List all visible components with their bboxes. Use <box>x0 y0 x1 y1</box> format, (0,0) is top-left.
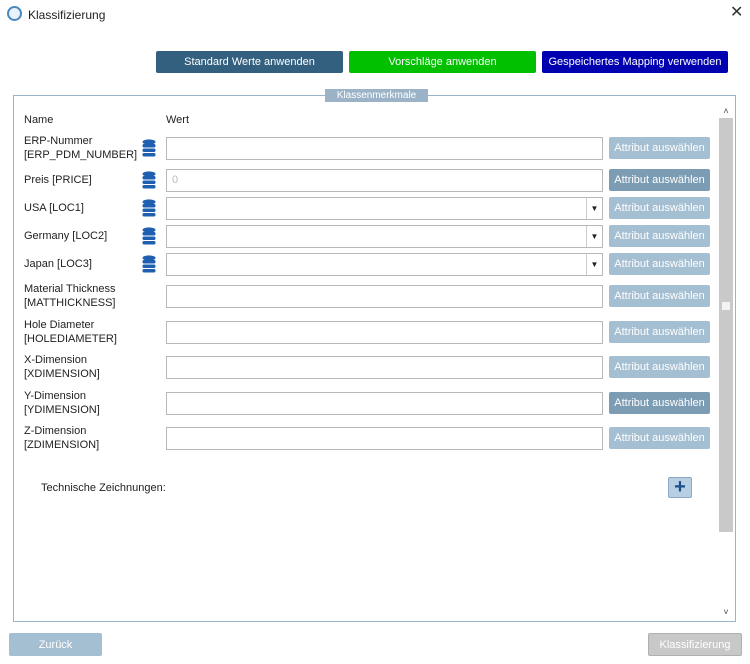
database-icon[interactable] <box>142 255 156 273</box>
window-title: Klassifizierung <box>28 8 106 22</box>
add-drawing-button[interactable]: + <box>668 477 692 498</box>
scrollbar-thumb[interactable] <box>719 118 733 532</box>
attribute-name: Hole Diameter <box>24 319 95 331</box>
apply-suggestions-button[interactable]: Vorschläge anwenden <box>349 51 536 73</box>
close-icon[interactable]: ✕ <box>730 4 744 21</box>
attribute-name: Preis [PRICE] <box>24 174 92 186</box>
value-dropdown[interactable]: ▼ <box>166 225 603 248</box>
attribute-code: [YDIMENSION] <box>24 404 100 416</box>
value-input[interactable] <box>166 427 603 450</box>
dropdown-arrow-icon[interactable]: ▼ <box>586 226 602 247</box>
scrollbar-grip <box>722 302 730 310</box>
value-input[interactable] <box>166 137 603 160</box>
attribute-code: [XDIMENSION] <box>24 368 100 380</box>
classify-button[interactable]: Klassifizierung <box>648 633 742 656</box>
vertical-scrollbar[interactable]: ˄ ˅ <box>719 104 733 619</box>
attribute-name: Japan [LOC3] <box>24 258 92 270</box>
row-name-label: Material Thickness [MATTHICKNESS] <box>24 282 116 310</box>
database-icon[interactable] <box>142 171 156 189</box>
apply-standard-values-button[interactable]: Standard Werte anwenden <box>156 51 343 73</box>
value-input[interactable] <box>166 321 603 344</box>
app-icon <box>7 6 22 21</box>
select-attribute-button[interactable]: Attribut auswählen <box>609 356 710 378</box>
value-column-header: Wert <box>166 114 190 126</box>
panel-legend: Klassenmerkmale <box>325 89 428 102</box>
name-column-header: Name <box>24 114 54 126</box>
database-icon[interactable] <box>142 139 156 157</box>
attribute-code: [ZDIMENSION] <box>24 439 100 451</box>
scroll-down-icon[interactable]: ˅ <box>723 607 729 617</box>
row-name-label: Preis [PRICE] <box>24 173 92 187</box>
back-button[interactable]: Zurück <box>9 633 102 656</box>
attribute-code: [ERP_PDM_NUMBER] <box>24 149 138 161</box>
select-attribute-button[interactable]: Attribut auswählen <box>609 137 710 159</box>
attribute-code: [MATTHICKNESS] <box>24 297 116 309</box>
attribute-name: Material Thickness <box>24 283 116 295</box>
row-name-label: USA [LOC1] <box>24 201 84 215</box>
value-dropdown[interactable]: ▼ <box>166 253 603 276</box>
row-name-label: ERP-Nummer [ERP_PDM_NUMBER] <box>24 134 137 162</box>
attribute-name: X-Dimension <box>24 354 87 366</box>
select-attribute-button[interactable]: Attribut auswählen <box>609 285 710 307</box>
attribute-code: [HOLEDIAMETER] <box>24 333 117 345</box>
row-name-label: Japan [LOC3] <box>24 257 92 271</box>
select-attribute-button[interactable]: Attribut auswählen <box>609 197 710 219</box>
select-attribute-button[interactable]: Attribut auswählen <box>609 321 710 343</box>
database-icon[interactable] <box>142 227 156 245</box>
scroll-up-icon[interactable]: ˄ <box>723 106 729 116</box>
value-input[interactable] <box>166 392 603 415</box>
row-name-label: Y-Dimension [YDIMENSION] <box>24 389 100 417</box>
row-name-label: Germany [LOC2] <box>24 229 107 243</box>
use-saved-mapping-button[interactable]: Gespeichertes Mapping verwenden <box>542 51 728 73</box>
dropdown-arrow-icon[interactable]: ▼ <box>586 254 602 275</box>
select-attribute-button[interactable]: Attribut auswählen <box>609 169 710 191</box>
attribute-name: Y-Dimension <box>24 390 86 402</box>
value-text: 0 <box>172 174 179 186</box>
value-input[interactable] <box>166 285 603 308</box>
select-attribute-button[interactable]: Attribut auswählen <box>609 225 710 247</box>
row-name-label: Z-Dimension [ZDIMENSION] <box>24 424 99 452</box>
database-icon[interactable] <box>142 199 156 217</box>
technical-drawings-label: Technische Zeichnungen: <box>41 482 166 494</box>
attribute-name: Z-Dimension <box>24 425 87 437</box>
value-input[interactable]: 0 <box>166 169 603 192</box>
dropdown-arrow-icon[interactable]: ▼ <box>586 198 602 219</box>
row-name-label: X-Dimension [XDIMENSION] <box>24 353 100 381</box>
attribute-name: USA [LOC1] <box>24 202 84 214</box>
select-attribute-button[interactable]: Attribut auswählen <box>609 392 710 414</box>
value-input[interactable] <box>166 356 603 379</box>
select-attribute-button[interactable]: Attribut auswählen <box>609 427 710 449</box>
select-attribute-button[interactable]: Attribut auswählen <box>609 253 710 275</box>
attribute-name: Germany [LOC2] <box>24 230 108 242</box>
attribute-name: ERP-Nummer <box>24 135 93 147</box>
row-name-label: Hole Diameter [HOLEDIAMETER] <box>24 318 117 346</box>
value-dropdown[interactable]: ▼ <box>166 197 603 220</box>
